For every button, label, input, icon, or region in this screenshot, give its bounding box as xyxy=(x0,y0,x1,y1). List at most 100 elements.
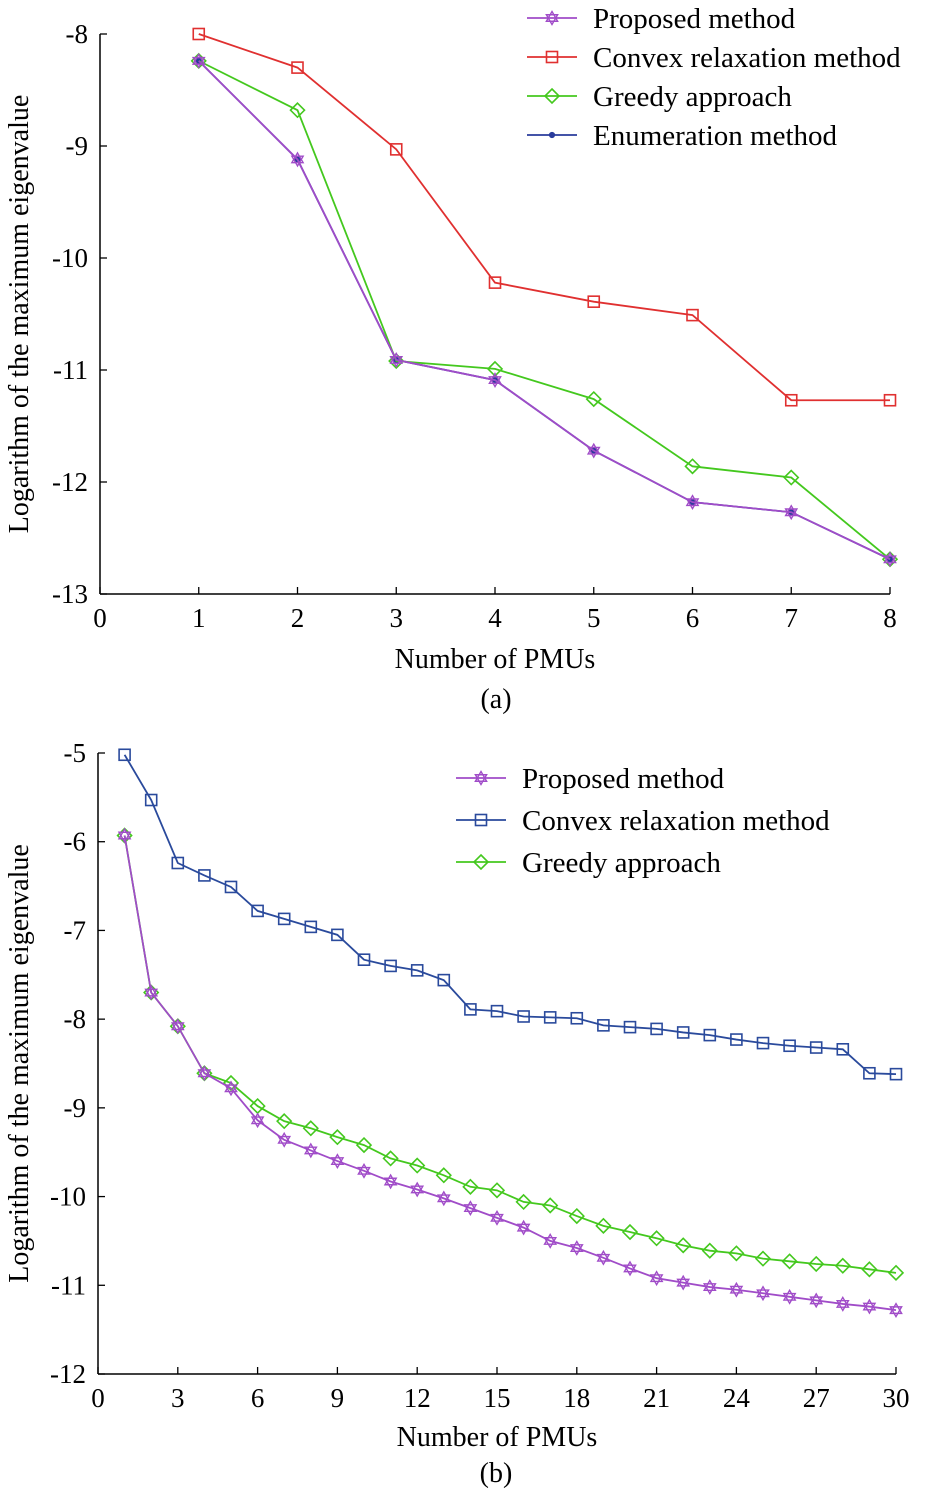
chart-b-xtick-label: 27 xyxy=(803,1383,830,1413)
chart-b-data-point-down xyxy=(596,1253,611,1266)
chart-b-xtick-label: 30 xyxy=(883,1383,910,1413)
chart-b-data-point xyxy=(754,1250,772,1267)
chart-b-data-point xyxy=(437,973,451,987)
chart-b-data-point-down xyxy=(649,1274,664,1287)
legend-label: Convex relaxation method xyxy=(593,42,901,74)
chart-b-ytick-label: -5 xyxy=(64,738,87,768)
chart-b-data-point-down xyxy=(117,831,132,844)
chart-b-data-point xyxy=(623,1020,637,1034)
chart-a-data-point-down xyxy=(883,555,897,568)
chart-a-ytick-label: -8 xyxy=(66,19,89,49)
chart-b-data-point xyxy=(570,1011,584,1025)
chart-a-data-point-up xyxy=(191,52,206,65)
legend-label: Enumeration method xyxy=(593,120,838,152)
chart-b-data-point xyxy=(889,1302,903,1319)
chart-b-data-point xyxy=(543,1233,558,1249)
legend-item: Greedy approach xyxy=(527,81,792,113)
chart-b-data-point-down xyxy=(569,1244,584,1256)
chart-b-data-point xyxy=(568,1207,585,1225)
chart-b-data-point-down xyxy=(170,1022,185,1035)
chart-b-data-point-up xyxy=(676,1274,691,1287)
chart-a-data-point xyxy=(883,393,897,407)
chart-b-data-point xyxy=(701,1242,718,1259)
legend-marker xyxy=(472,853,490,871)
chart-a-data-point xyxy=(289,102,306,119)
chart-a-data-point xyxy=(686,308,699,322)
chart-a-xtick-label: 0 xyxy=(93,603,107,633)
chart-b-data-point-down xyxy=(862,1302,877,1315)
chart-b-data-point xyxy=(675,1237,692,1254)
chart-b-ytick-label: -7 xyxy=(64,915,87,945)
chart-b-data-point xyxy=(623,1260,637,1277)
chart-a-data-point xyxy=(486,360,504,378)
chart-b-data-point xyxy=(144,793,158,807)
chart-b-data-point xyxy=(543,1011,557,1024)
chart-a-data-point-up xyxy=(488,372,502,385)
chart-a-caption: (a) xyxy=(480,684,511,715)
chart-b-data-point xyxy=(729,1281,744,1298)
chart-b-data-point xyxy=(515,1193,532,1211)
chart-a-data-point-down xyxy=(389,355,404,368)
chart-b-data-point-down xyxy=(436,1194,451,1207)
chart-b-xtick-label: 6 xyxy=(251,1383,265,1413)
legend-label: Proposed method xyxy=(593,3,796,35)
legend-marker xyxy=(474,770,488,786)
chart-a-data-point xyxy=(488,276,502,289)
chart-b-ytick-label: -11 xyxy=(51,1270,86,1300)
chart-a-series-line xyxy=(198,60,891,561)
chart-a-xtick-label: 5 xyxy=(587,603,601,633)
legend-marker-down xyxy=(545,14,559,26)
chart-b-data-point xyxy=(834,1257,851,1274)
chart-b-data-point-up xyxy=(702,1279,717,1292)
chart-b-data-point-down xyxy=(410,1185,425,1198)
chart-a-series-2 xyxy=(192,27,897,407)
chart-b-data-point xyxy=(862,1298,877,1315)
chart-b-data-point-down xyxy=(756,1289,770,1302)
chart-b-data-point xyxy=(383,1173,398,1190)
chart-a-ytick-label: -12 xyxy=(52,467,88,497)
chart-b-data-point-down xyxy=(889,1306,903,1319)
chart-b-data-point xyxy=(889,1067,903,1081)
chart-b-data-point xyxy=(435,1167,452,1184)
chart-a-data-point-down xyxy=(290,155,305,168)
chart-b-data-point-up xyxy=(889,1302,903,1315)
chart-b-series-3 xyxy=(116,827,905,1281)
chart-b-data-point xyxy=(304,920,318,934)
chart-b-data-point-up xyxy=(250,1112,265,1125)
chart-a-data-point-down xyxy=(191,56,206,69)
legend-item: Convex relaxation method xyxy=(456,805,830,837)
chart-b-data-point-up xyxy=(197,1065,212,1078)
legend-label: Proposed method xyxy=(522,763,725,795)
chart-b-data-point-down xyxy=(277,1135,292,1148)
chart-b-data-point-down xyxy=(224,1084,238,1097)
legend-marker-down xyxy=(474,774,488,786)
chart-b-data-point xyxy=(302,1120,319,1137)
chart-b-data-point xyxy=(621,1223,639,1241)
chart-b-data-point-down xyxy=(676,1278,691,1291)
chart-b-data-point xyxy=(224,880,238,894)
chart-b-data-point-up xyxy=(383,1173,398,1186)
chart-b-data-point xyxy=(676,1026,690,1039)
chart-b-xtick-label: 24 xyxy=(723,1383,751,1413)
chart-b-data-point xyxy=(118,748,131,762)
chart-b-x-label: Number of PMUs xyxy=(397,1422,598,1453)
legend-item: Proposed method xyxy=(527,3,796,35)
legend-marker xyxy=(545,50,559,64)
chart-b-xtick-label: 15 xyxy=(484,1383,511,1413)
chart-b-data-point xyxy=(198,869,211,882)
chart-b-data-point xyxy=(410,964,424,977)
chart-b-data-point xyxy=(170,1018,185,1035)
chart-b-data-point-up xyxy=(543,1233,558,1245)
chart-a-data-point xyxy=(784,504,799,521)
chart-b-data-point xyxy=(303,1142,318,1159)
chart-b-ytick-label: -9 xyxy=(64,1093,87,1123)
chart-b-ytick-label: -8 xyxy=(64,1004,87,1034)
chart-b-data-point xyxy=(490,1209,504,1226)
chart-b-xtick-label: 21 xyxy=(643,1383,670,1413)
chart-b-data-point xyxy=(782,1288,797,1305)
chart-b-xtick-label: 18 xyxy=(563,1383,590,1413)
chart-b-data-point xyxy=(382,1150,399,1167)
chart-a-xtick-label: 8 xyxy=(883,603,897,633)
chart-b-data-point-down xyxy=(144,988,159,1001)
